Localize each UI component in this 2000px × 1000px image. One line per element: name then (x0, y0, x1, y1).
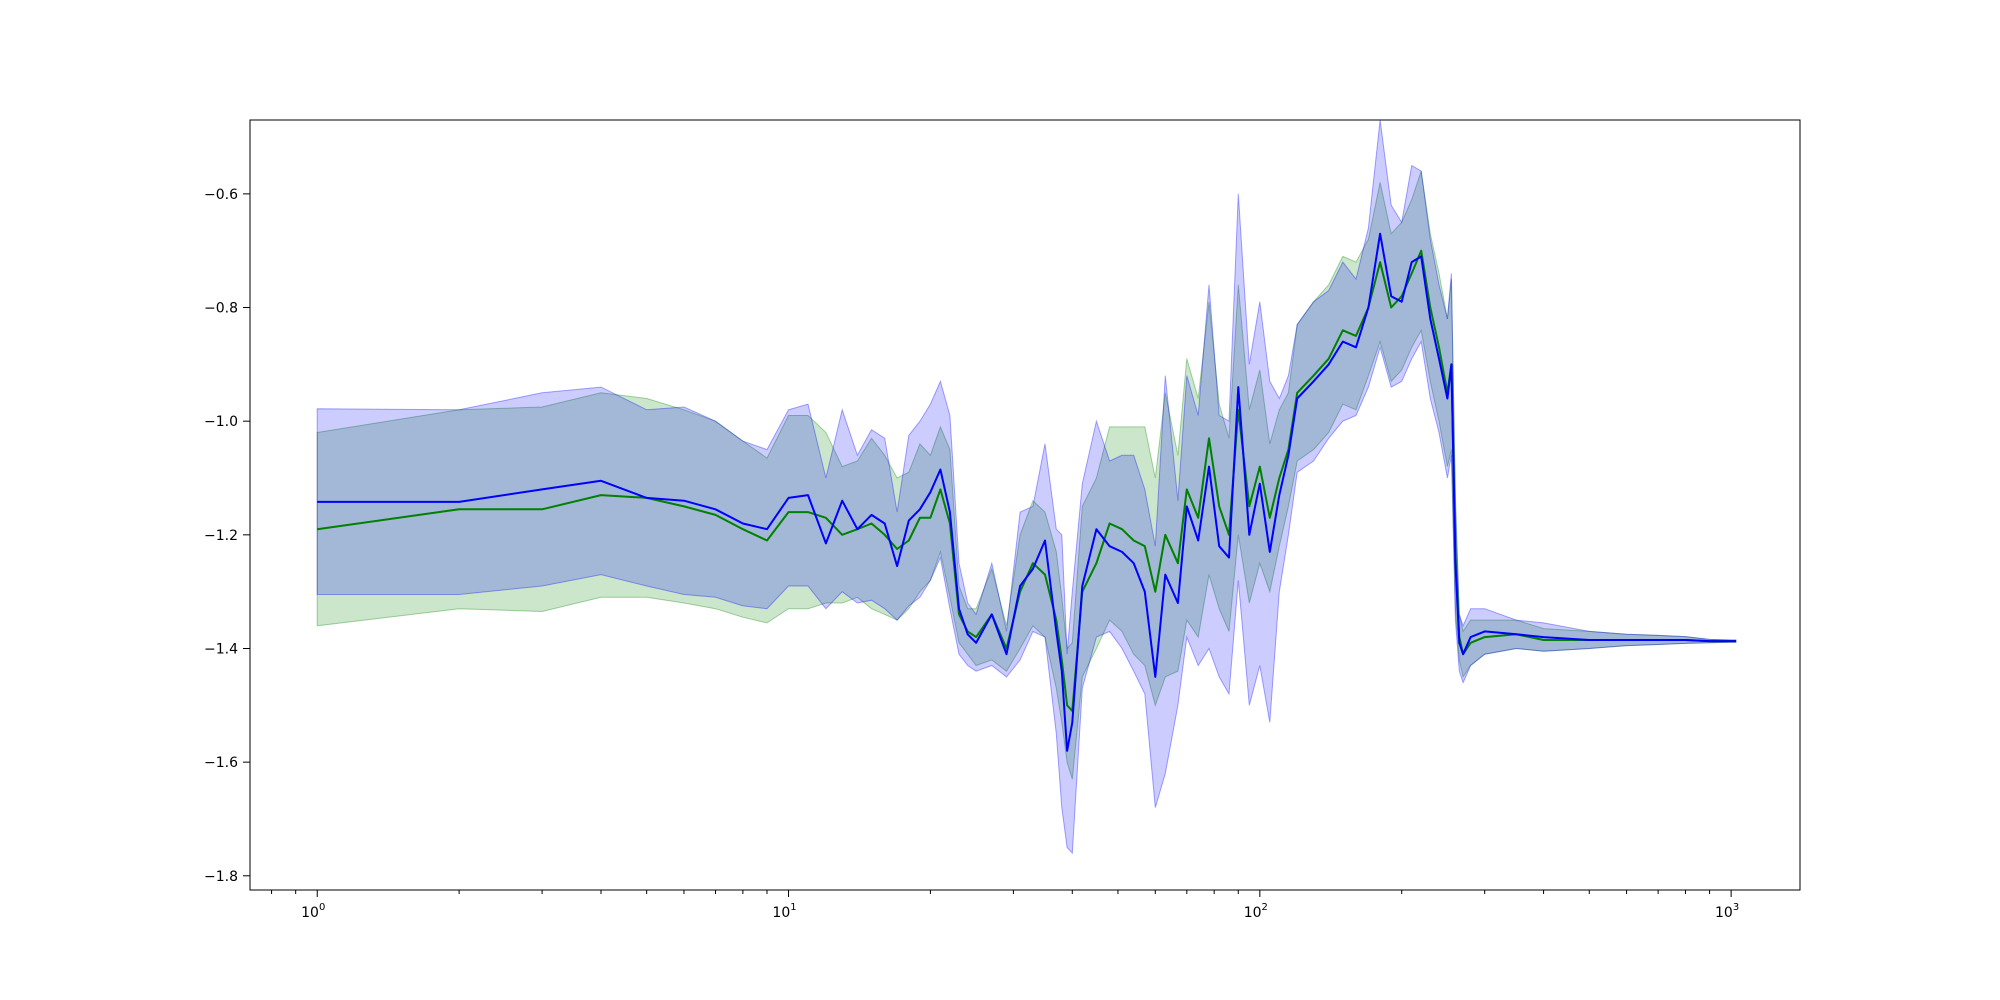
y-tick-label-3: −1.2 (204, 528, 238, 544)
x-tick-exponent-2: 2 (1262, 902, 1268, 913)
y-tick-label-6: −1.8 (204, 869, 238, 885)
y-tick-label-2: −1.0 (204, 414, 238, 430)
x-tick-label-3: 103 (1715, 902, 1739, 921)
series-1-line (317, 232, 1736, 752)
series-0-band (316, 170, 1737, 780)
x-tick-label-2: 102 (1244, 902, 1268, 921)
x-tick-exponent-3: 3 (1733, 902, 1739, 913)
y-axis-ticks: −0.6 −0.8 −1.0 −1.2 −1.4 −1.6 −1.8 (204, 187, 250, 885)
x-tick-exponent-0: 0 (319, 902, 325, 913)
x-tick-label-0: 100 (301, 902, 325, 921)
plot-frame (249, 119, 1801, 891)
series-lines (317, 232, 1736, 752)
x-axis-ticks: 100 101 102 103 (271, 890, 1739, 921)
series-1-band (316, 119, 1737, 855)
y-tick-label-0: −0.6 (204, 187, 238, 203)
y-tick-label-1: −0.8 (204, 301, 238, 317)
x-tick-exponent-1: 1 (790, 902, 796, 913)
y-tick-label-4: −1.4 (204, 641, 238, 657)
x-tick-label-1: 101 (772, 902, 796, 921)
confidence-bands (316, 119, 1737, 855)
y-tick-label-5: −1.6 (204, 755, 238, 771)
